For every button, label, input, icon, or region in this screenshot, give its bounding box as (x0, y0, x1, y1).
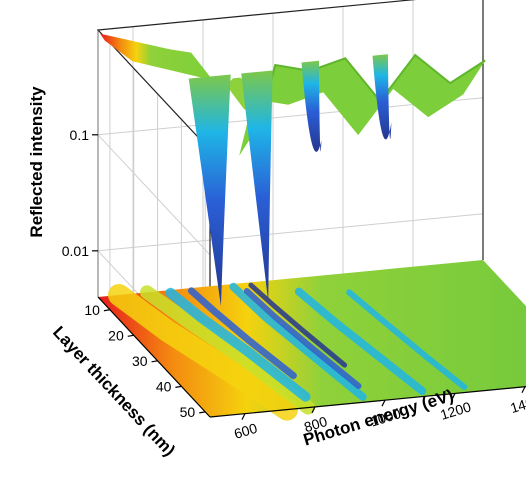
floor-band (140, 285, 315, 415)
surface-ridge-right (239, 55, 486, 156)
x-tick (521, 386, 526, 393)
surface-dip-2 (372, 54, 392, 140)
floor-band (294, 287, 427, 395)
floor-band (346, 289, 468, 390)
surface-well-2 (241, 70, 273, 302)
x-tick (241, 413, 246, 420)
floor-band (187, 287, 297, 380)
surface-dip-1 (301, 60, 322, 152)
floor-projection (98, 260, 526, 421)
surface-plateau (100, 33, 213, 81)
floor-band (243, 288, 362, 389)
surface-well-1 (188, 74, 231, 307)
y-tick-label: 10 (84, 302, 100, 318)
z-tick-label: 0.01 (62, 243, 89, 259)
x-tick (451, 393, 456, 400)
z-axis-title: Reflected intensity (27, 86, 46, 238)
y-tick (127, 334, 134, 337)
z-tick-label: 0.1 (70, 127, 90, 143)
y-tick-label: 20 (108, 327, 124, 343)
floor-band (248, 282, 348, 368)
y-tick-label: 30 (132, 353, 148, 369)
floor-band (108, 284, 298, 421)
floor-band (165, 287, 311, 402)
grid-line (96, 97, 484, 256)
surface (100, 33, 486, 307)
x-tick-label: 800 (302, 413, 329, 435)
ridge-crest (260, 53, 486, 122)
x-tick-label: 1400 (508, 392, 526, 416)
y-tick (199, 411, 206, 414)
x-tick (311, 406, 316, 414)
y-axis-line (97, 296, 211, 418)
x-axis-line (209, 386, 526, 418)
y-tick (175, 385, 182, 388)
y-tick (151, 360, 158, 363)
x-tick (381, 399, 386, 407)
floor-band (229, 282, 367, 401)
y-tick-label: 40 (156, 378, 172, 394)
y-tick (103, 309, 111, 312)
x-tick-label: 600 (232, 420, 259, 442)
axes: 0.010.160080010001200140016001020304050 (62, 127, 526, 442)
y-tick-label: 50 (180, 404, 196, 420)
box-edge (96, 0, 417, 151)
